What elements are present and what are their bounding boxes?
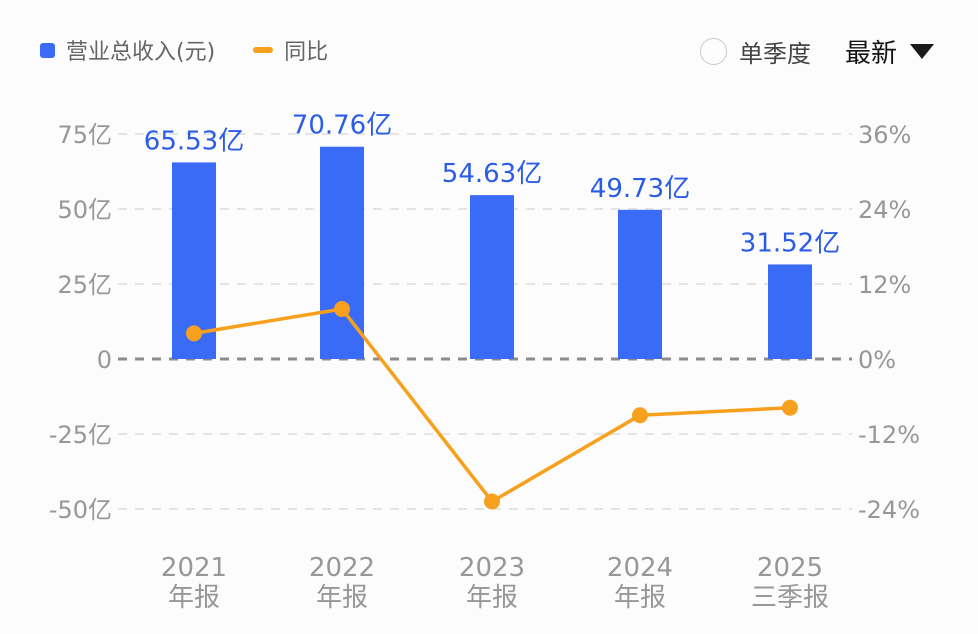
svg-text:年报: 年报 xyxy=(466,583,518,613)
svg-text:0%: 0% xyxy=(858,346,896,374)
svg-text:2023: 2023 xyxy=(459,553,525,583)
chart-controls: 单季度 最新 xyxy=(699,33,934,70)
svg-text:12%: 12% xyxy=(858,271,911,299)
svg-text:65.53亿: 65.53亿 xyxy=(144,126,244,156)
svg-text:75亿: 75亿 xyxy=(57,121,112,149)
svg-text:年报: 年报 xyxy=(614,583,666,613)
legend-item-yoy[interactable]: 同比 xyxy=(253,34,328,66)
single-quarter-label: 单季度 xyxy=(738,40,811,68)
svg-text:年报: 年报 xyxy=(316,583,368,613)
svg-text:-12%: -12% xyxy=(858,421,920,449)
svg-text:24%: 24% xyxy=(858,196,911,224)
svg-text:50亿: 50亿 xyxy=(57,196,112,224)
svg-text:49.73亿: 49.73亿 xyxy=(590,174,690,204)
period-dropdown-value: 最新 xyxy=(844,39,897,69)
svg-text:70.76亿: 70.76亿 xyxy=(292,111,392,141)
svg-text:-24%: -24% xyxy=(858,496,920,524)
svg-text:0: 0 xyxy=(97,346,112,374)
svg-text:2025: 2025 xyxy=(757,553,823,583)
svg-text:2021: 2021 xyxy=(161,553,227,583)
svg-text:-25亿: -25亿 xyxy=(49,421,112,449)
revenue-swatch-icon xyxy=(40,42,55,58)
svg-text:36%: 36% xyxy=(858,121,911,149)
legend-revenue-label: 营业总收入(元) xyxy=(66,40,216,65)
single-quarter-radio[interactable]: 单季度 xyxy=(699,34,811,69)
radio-circle-icon[interactable] xyxy=(699,38,727,65)
svg-text:2022: 2022 xyxy=(309,553,375,583)
svg-text:25亿: 25亿 xyxy=(57,271,112,299)
legend-item-revenue[interactable]: 营业总收入(元) xyxy=(40,34,215,66)
svg-text:年报: 年报 xyxy=(168,583,220,613)
chevron-down-icon xyxy=(910,44,934,59)
svg-text:三季报: 三季报 xyxy=(751,583,829,613)
svg-text:-50亿: -50亿 xyxy=(49,496,112,524)
legend-yoy-label: 同比 xyxy=(284,40,329,65)
period-dropdown[interactable]: 最新 xyxy=(845,33,934,70)
legend: 营业总收入(元) 同比 xyxy=(40,34,328,66)
yoy-swatch-icon xyxy=(253,47,274,53)
svg-text:31.52亿: 31.52亿 xyxy=(740,228,840,258)
svg-text:54.63亿: 54.63亿 xyxy=(442,159,542,189)
svg-text:2024: 2024 xyxy=(607,553,673,583)
